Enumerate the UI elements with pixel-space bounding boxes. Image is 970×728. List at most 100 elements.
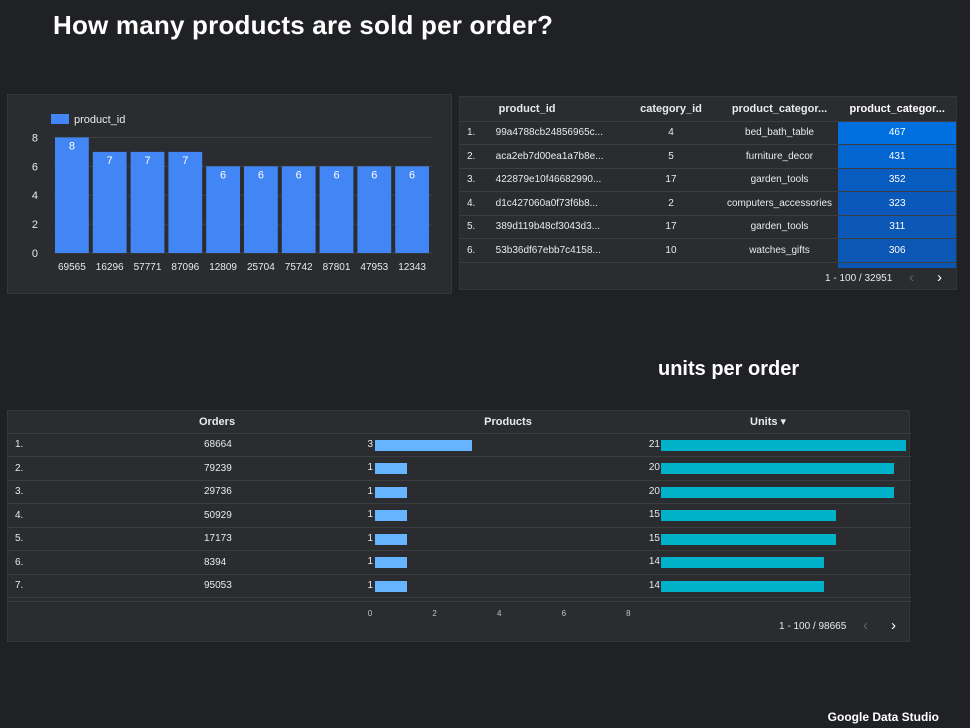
product-id-cell: 389d119b48cf3043d3... <box>493 214 622 239</box>
order-id-cell: 17173 <box>68 526 368 551</box>
axis-tick-label: 4 <box>496 609 502 618</box>
row-index: 5. <box>460 214 494 239</box>
product-id-header[interactable]: product_id <box>498 102 556 115</box>
units-value: 21 <box>648 438 660 450</box>
orders-table-panel: Orders Products Units ▾ 1. 68664 3 21 2. 7923… <box>7 410 911 642</box>
data-label: 7 <box>144 155 150 167</box>
legend-label: product_id <box>74 114 125 126</box>
page-title: How many products are sold per order? <box>53 10 554 40</box>
x-tick-label: 25704 <box>247 262 275 273</box>
pagination-count: 1 - 100 / 98665 <box>779 621 847 632</box>
next-page-icon[interactable]: › <box>891 617 896 634</box>
axis-tick-label: 0 <box>367 609 373 618</box>
table-row[interactable]: 6. 8394 1 14 <box>8 550 911 574</box>
prev-page-icon[interactable]: ‹ <box>909 269 914 286</box>
products-value: 1 <box>367 532 373 544</box>
product-id-cell: 422879e10f46682990... <box>493 167 622 192</box>
units-value: 15 <box>648 509 660 520</box>
data-label: 6 <box>333 169 339 181</box>
products-bar <box>375 486 408 498</box>
category-id-cell: 2 <box>621 191 721 215</box>
table-spacer <box>8 597 911 602</box>
units-bar <box>661 533 836 545</box>
data-label: 7 <box>182 155 188 167</box>
product-id-cell: aca2eb7d00ea1a7b8e... <box>493 144 622 168</box>
data-label: 7 <box>107 155 113 167</box>
bar-69565 <box>55 137 89 253</box>
row-index: 4. <box>8 503 68 527</box>
bar-25704 <box>244 166 278 253</box>
product-id-cell: 99a4788cb24856965c... <box>493 120 622 145</box>
units-value: 20 <box>648 485 660 497</box>
table-spacer <box>460 261 839 268</box>
table-row[interactable]: 4. d1c427060a0f73f6b8... 2 computers_access… <box>460 191 956 215</box>
row-index: 1. <box>460 120 494 145</box>
pagination-count: 1 - 100 / 32951 <box>825 273 893 284</box>
products-value: 1 <box>367 462 373 473</box>
category-count-cell: 352 <box>838 167 956 192</box>
bar-47953 <box>357 166 392 253</box>
category-name-cell: watches_gifts <box>720 238 839 262</box>
x-tick-label: 47953 <box>360 262 388 273</box>
orders-header[interactable]: Orders <box>199 415 236 428</box>
products-axis-cell: 0 2 4 6 8 <box>367 601 648 622</box>
table-row[interactable]: 5. 17173 1 15 <box>8 526 911 551</box>
products-bar <box>375 580 408 592</box>
table-row[interactable]: 4. 50929 1 15 <box>8 503 911 527</box>
row-index: 3. <box>8 479 68 504</box>
legend-swatch <box>51 114 69 124</box>
index-header <box>460 97 494 121</box>
x-tick-label: 12809 <box>209 262 237 273</box>
products-cell: 3 <box>367 432 648 457</box>
units-header[interactable]: Units ▾ <box>750 416 787 429</box>
units-cell: 21 <box>648 432 911 457</box>
units-bar <box>661 439 906 451</box>
data-label: 6 <box>220 169 226 181</box>
table-row[interactable]: 6. 53b36df67ebb7c4158... 10 watches_gifts 30… <box>460 238 956 262</box>
products-bar <box>375 463 408 474</box>
table-row[interactable]: 2. 79239 1 20 <box>8 456 911 480</box>
category-name-cell: garden_tools <box>720 167 839 192</box>
category-name-cell: garden_tools <box>720 214 839 239</box>
axis-tick-label: 6 <box>561 609 567 618</box>
products-cell: 1 <box>367 479 648 504</box>
order-id-cell: 95053 <box>68 573 368 598</box>
axis-blank <box>8 601 368 622</box>
category-count-header[interactable]: product_categor... <box>838 97 956 121</box>
bar-87801 <box>319 166 354 253</box>
table-row[interactable]: 1. 68664 3 21 <box>8 432 911 457</box>
category-id-header[interactable]: category_id <box>640 102 702 115</box>
next-page-icon[interactable]: › <box>937 269 942 286</box>
bar-57771 <box>130 151 165 253</box>
y-tick-label: 0 <box>32 248 38 260</box>
x-tick-label: 87801 <box>323 262 351 273</box>
data-label: 6 <box>258 169 264 181</box>
row-index: 4. <box>460 191 494 215</box>
units-value: 20 <box>648 462 660 473</box>
units-value: 15 <box>648 532 660 544</box>
products-header[interactable]: Products <box>484 415 532 428</box>
table-spacer <box>838 261 956 268</box>
table-row[interactable]: 3. 29736 1 20 <box>8 479 911 504</box>
category-count-cell: 311 <box>838 214 956 239</box>
table-row[interactable]: 2. aca2eb7d00ea1a7b8e... 5 furniture_decor 4… <box>460 144 956 168</box>
table-row[interactable]: 5. 389d119b48cf3043d3... 17 garden_tools 311 <box>460 214 956 239</box>
table-row[interactable]: 3. 422879e10f46682990... 17 garden_tools 352 <box>460 167 956 192</box>
category-id-cell: 4 <box>621 120 721 145</box>
category-id-cell: 17 <box>621 167 721 192</box>
units-bar <box>661 580 825 592</box>
x-tick-label: 57771 <box>134 262 162 273</box>
category-count-cell: 431 <box>838 144 956 168</box>
product-table: product_id category_id product_categor..… <box>460 97 956 268</box>
axis-blank <box>648 601 911 622</box>
table-row[interactable]: 1. 99a4788cb24856965c... 4 bed_bath_table 46… <box>460 120 956 145</box>
table-row[interactable]: 7. 95053 1 14 <box>8 573 911 598</box>
data-label: 8 <box>69 140 75 152</box>
category-name-header[interactable]: product_categor... <box>731 102 828 115</box>
category-id-cell: 17 <box>621 214 721 239</box>
x-tick-label: 87096 <box>171 262 199 273</box>
products-value: 3 <box>367 438 373 450</box>
row-index: 1. <box>8 432 68 457</box>
prev-page-icon[interactable]: ‹ <box>863 617 868 634</box>
section-title: units per order <box>658 358 800 380</box>
